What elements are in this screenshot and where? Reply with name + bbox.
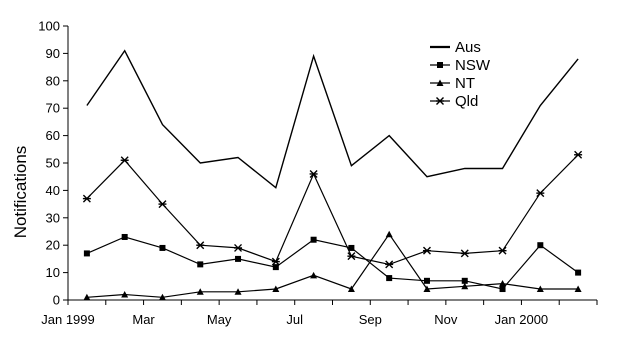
series-nt — [83, 230, 582, 301]
x-tick-label: May — [207, 312, 232, 327]
x-tick-label: Jan 1999 — [41, 312, 95, 327]
triangle-marker — [310, 271, 318, 279]
y-tick-label: 30 — [46, 210, 60, 225]
triangle-marker — [423, 285, 431, 293]
star-marker — [234, 243, 243, 252]
square-marker — [83, 250, 90, 257]
star-marker — [309, 169, 318, 178]
y-ticks: 0 10 20 30 40 50 60 70 80 90 100 — [38, 19, 68, 308]
series-line-qld — [86, 154, 579, 266]
square-marker — [272, 264, 279, 271]
x-ticks: Jan 1999 Mar May Jul Sep Nov Jan 2000 — [41, 300, 598, 327]
triangle-marker — [499, 280, 507, 287]
legend-label: Qld — [455, 93, 478, 110]
star-marker — [422, 246, 431, 255]
legend-label: NSW — [455, 57, 491, 74]
y-tick-label: 10 — [46, 265, 60, 280]
square-marker — [386, 275, 393, 282]
y-tick-label: 0 — [53, 293, 60, 308]
triangle-marker — [121, 291, 129, 298]
x-tick-label: Nov — [434, 312, 458, 327]
square-marker — [575, 269, 582, 276]
square-marker — [537, 242, 544, 249]
square-marker — [437, 62, 443, 68]
star-marker — [271, 257, 280, 266]
legend-item-aus: Aus — [430, 39, 481, 56]
triangle-marker — [83, 293, 91, 301]
triangle-marker — [461, 282, 469, 290]
star-marker — [158, 200, 167, 209]
y-tick-label: 20 — [46, 238, 60, 253]
x-tick-label: Mar — [132, 312, 155, 327]
series-line-nsw — [86, 236, 579, 290]
legend-label: Aus — [455, 39, 481, 56]
series-qld — [82, 150, 583, 269]
star-marker — [536, 189, 545, 198]
square-marker — [159, 244, 166, 251]
y-tick-label: 100 — [38, 19, 60, 34]
axes — [67, 26, 597, 301]
y-tick-label: 40 — [46, 183, 60, 198]
star-marker — [347, 252, 356, 261]
square-marker — [499, 286, 506, 293]
legend-label: NT — [455, 75, 475, 92]
triangle-marker — [158, 293, 166, 301]
legend-item-nsw: NSW — [430, 57, 491, 74]
series-line-nt — [86, 233, 579, 298]
star-marker — [574, 150, 583, 159]
star-marker — [196, 241, 205, 250]
square-marker — [310, 236, 317, 243]
square-marker — [423, 277, 430, 284]
x-tick-label: Jan 2000 — [495, 312, 549, 327]
y-tick-label: 60 — [46, 128, 60, 143]
triangle-marker — [347, 285, 355, 293]
legend-item-nt: NT — [430, 75, 475, 92]
y-tick-label: 70 — [46, 101, 60, 116]
x-tick-label: Jul — [286, 312, 303, 327]
y-axis-title: Notifications — [11, 146, 30, 239]
triangle-marker — [234, 288, 242, 295]
legend-item-qld: Qld — [430, 93, 478, 110]
triangle-marker — [272, 285, 280, 293]
triangle-marker — [385, 230, 393, 238]
triangle-marker — [436, 79, 444, 86]
y-axis-title-group: Notifications — [11, 146, 30, 239]
square-marker — [461, 277, 468, 284]
star-marker — [120, 156, 129, 165]
square-marker — [197, 261, 204, 268]
x-tick-label: Sep — [359, 312, 382, 327]
square-marker — [348, 244, 355, 251]
triangle-marker — [574, 285, 582, 293]
series-group — [82, 49, 583, 301]
star-marker — [498, 246, 507, 255]
series-line-aus — [86, 49, 579, 189]
square-marker — [121, 233, 128, 240]
star-marker — [82, 194, 91, 203]
series-aus — [86, 49, 579, 189]
star-marker — [436, 97, 444, 105]
y-tick-label: 90 — [46, 46, 60, 61]
star-marker — [460, 249, 469, 258]
series-nsw — [83, 233, 582, 293]
triangle-marker — [536, 285, 544, 293]
square-marker — [235, 255, 242, 262]
star-marker — [385, 260, 394, 269]
y-tick-label: 80 — [46, 73, 60, 88]
y-tick-label: 50 — [46, 156, 60, 171]
triangle-marker — [196, 288, 204, 295]
